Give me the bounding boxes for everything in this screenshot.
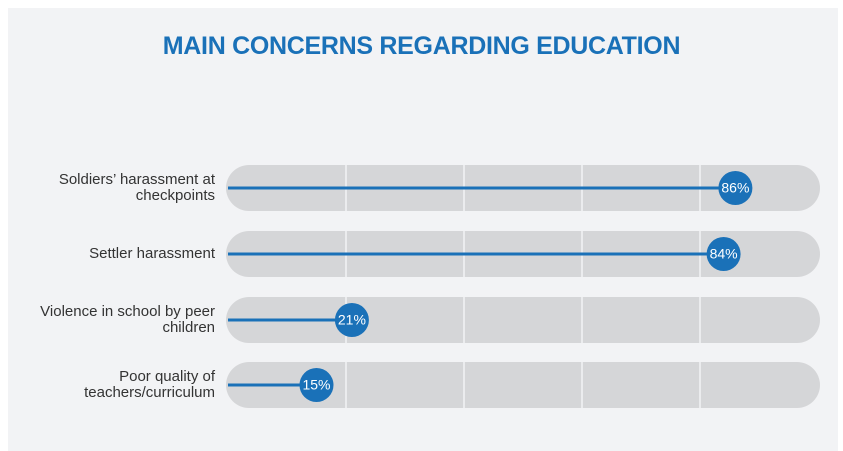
chart-title: MAIN CONCERNS REGARDING EDUCATION (162, 32, 681, 60)
value-label: 15% (302, 377, 330, 393)
category-label: Violence in school by peer children (40, 303, 215, 336)
category-label: Soldiers’ harassment at checkpoints (58, 171, 215, 204)
track (226, 362, 820, 408)
bar-dot (718, 171, 753, 205)
category-label: Poor quality of teachers/curriculum (84, 368, 215, 401)
category-label: Settler harassment (89, 245, 215, 262)
bar-dot (334, 303, 369, 337)
track (226, 297, 820, 343)
value-label: 86% (721, 180, 749, 196)
value-label: 21% (338, 312, 366, 328)
value-label: 84% (710, 246, 738, 262)
bar-dot (299, 368, 334, 402)
bar-dot (706, 237, 741, 271)
